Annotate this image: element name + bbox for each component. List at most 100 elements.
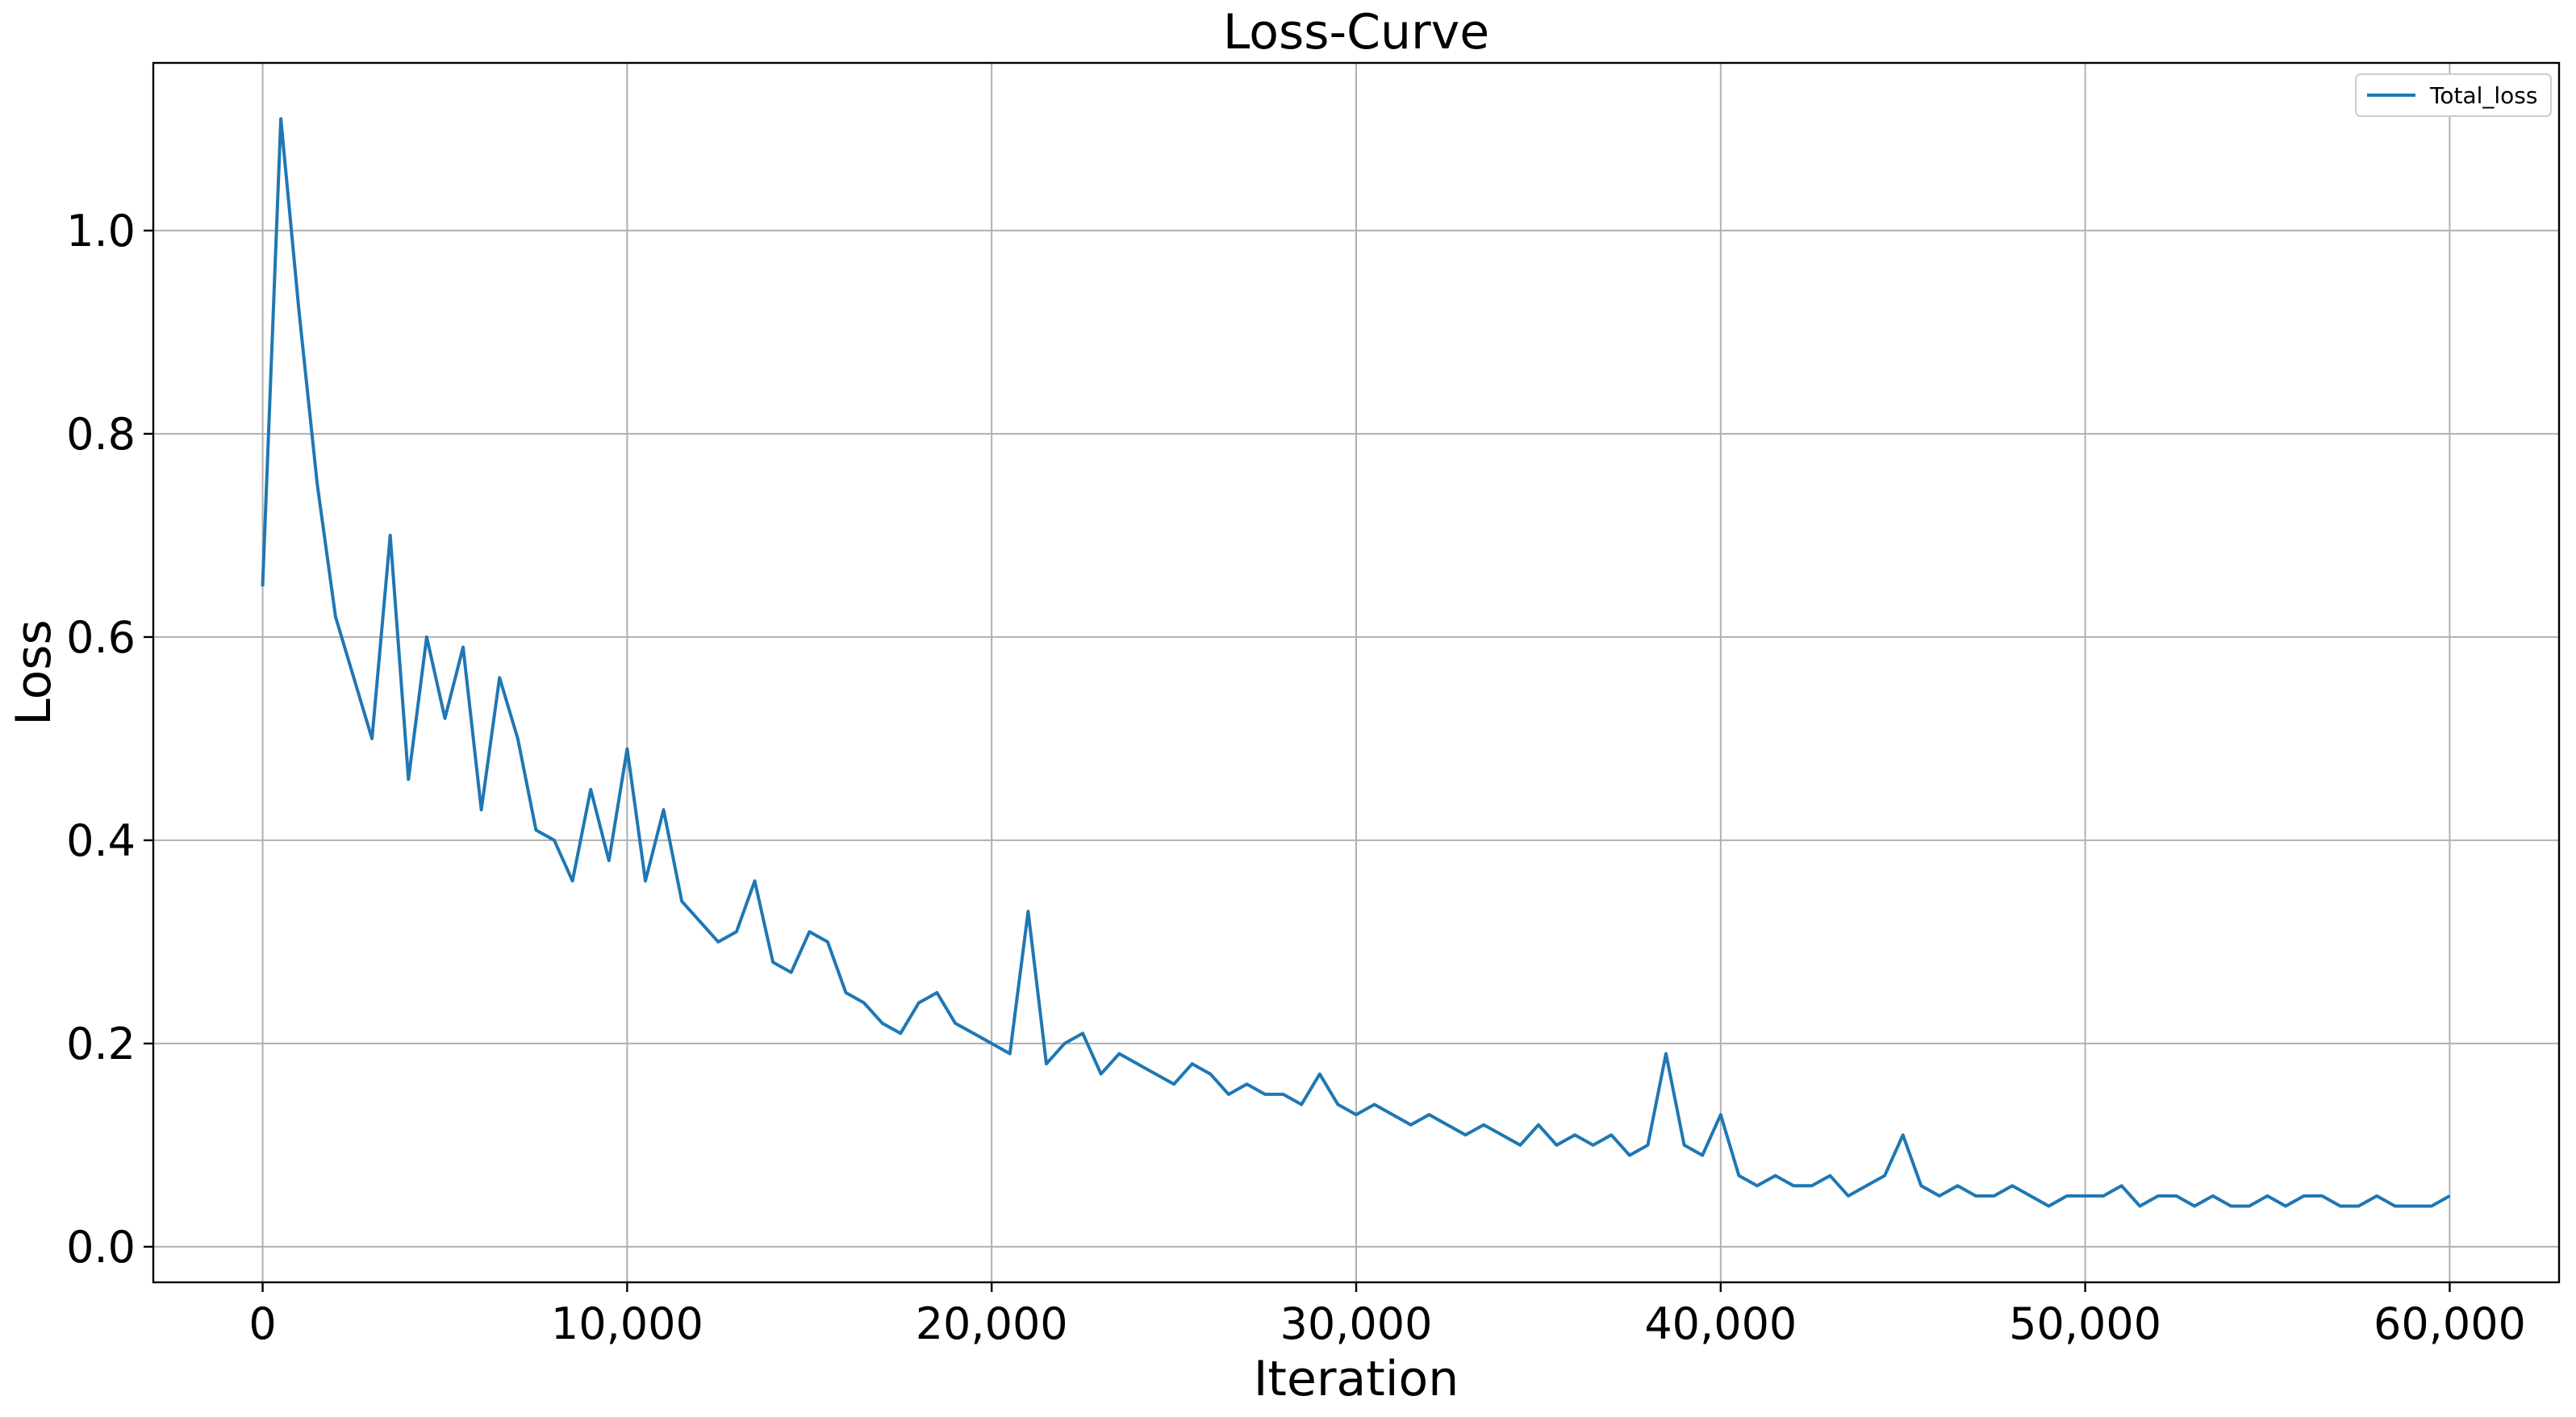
plot-frame [152, 61, 2561, 1284]
data-point [1301, 1103, 1302, 1106]
data-point [2248, 1205, 2250, 1207]
data-point [1975, 1195, 1977, 1197]
legend: Total_loss [2355, 73, 2552, 117]
data-point [517, 738, 519, 740]
legend-label: Total_loss [2429, 82, 2537, 109]
data-point [335, 616, 336, 618]
data-point [1629, 1154, 1630, 1157]
data-point [845, 992, 847, 994]
data-point [371, 738, 373, 740]
data-point [2048, 1205, 2050, 1207]
y-tick-label: 0.4 [66, 815, 136, 866]
data-point [699, 921, 701, 923]
legend-box [2355, 73, 2552, 117]
data-point [681, 900, 683, 902]
data-point [1009, 1052, 1011, 1055]
series-layer [261, 117, 2451, 1208]
data-point [1829, 1175, 1831, 1177]
data-point [1319, 1073, 1321, 1075]
data-point [2175, 1195, 2177, 1197]
x-tick-label: 40,000 [1644, 1298, 1797, 1349]
data-point [1464, 1134, 1467, 1136]
data-point [736, 931, 737, 932]
data-point [2030, 1195, 2031, 1197]
data-point [2303, 1195, 2305, 1197]
y-axis-label: Loss [6, 619, 62, 726]
data-point [2102, 1195, 2104, 1197]
x-tick-label: 50,000 [2009, 1298, 2161, 1349]
data-point [2431, 1205, 2432, 1207]
data-point [772, 961, 774, 963]
data-point [1519, 1144, 1521, 1146]
data-point [1137, 1063, 1138, 1065]
data-point [462, 646, 464, 648]
data-point [1027, 911, 1029, 912]
data-point [1610, 1134, 1612, 1136]
y-tick-label: 0.0 [66, 1222, 136, 1273]
x-tick-label: 60,000 [2374, 1298, 2526, 1349]
x-tick-label: 10,000 [551, 1298, 703, 1349]
data-point [1555, 1144, 1558, 1146]
data-point [1209, 1073, 1211, 1075]
x-axis-label: Iteration [1254, 1351, 1459, 1407]
data-point [1701, 1154, 1703, 1157]
data-point [426, 636, 428, 638]
data-point [481, 809, 482, 811]
data-point [1173, 1083, 1175, 1085]
data-point [2230, 1205, 2232, 1207]
data-point [499, 677, 500, 678]
data-point [316, 484, 318, 486]
data-point [2449, 1195, 2451, 1197]
data-point [2157, 1195, 2159, 1197]
data-point [2194, 1205, 2195, 1207]
axis-ticks: 0 10,000 20,000 30,000 40,000 50,000 60,000 0.0… [66, 206, 2526, 1349]
data-point [2321, 1195, 2323, 1197]
data-point [1501, 1134, 1503, 1136]
y-tick-label: 0.2 [66, 1019, 136, 1069]
grid-lines [153, 63, 2559, 1282]
data-point [2066, 1195, 2068, 1197]
data-point [1118, 1052, 1120, 1055]
data-point [1100, 1073, 1102, 1075]
data-point [407, 778, 409, 780]
data-point [717, 941, 719, 943]
data-point [808, 931, 810, 932]
y-tick-label: 0.8 [66, 409, 136, 460]
data-point [1410, 1124, 1412, 1126]
data-point [2357, 1205, 2360, 1207]
x-tick-label: 20,000 [916, 1298, 1068, 1349]
data-point [2266, 1195, 2269, 1197]
data-point [2394, 1205, 2396, 1207]
data-point [972, 1032, 975, 1034]
data-point [1246, 1083, 1248, 1085]
data-point [900, 1032, 901, 1034]
data-point [2412, 1205, 2414, 1207]
data-point [863, 1002, 865, 1004]
data-point [1684, 1144, 1685, 1146]
data-point [918, 1002, 920, 1004]
data-point [1538, 1124, 1539, 1126]
chart-title: Loss-Curve [1223, 4, 1489, 60]
data-point [827, 941, 829, 943]
data-point [662, 809, 665, 811]
y-tick-label: 1.0 [66, 206, 136, 256]
data-point [2376, 1195, 2378, 1197]
data-point [2212, 1195, 2214, 1197]
data-point [1665, 1052, 1667, 1055]
data-point [1902, 1134, 1904, 1136]
data-point [1154, 1073, 1157, 1075]
x-tick-label: 30,000 [1280, 1298, 1433, 1349]
data-point [1063, 1043, 1066, 1044]
data-point [353, 677, 355, 678]
data-point [1774, 1175, 1776, 1177]
data-point [626, 748, 628, 750]
data-point [1647, 1144, 1649, 1146]
x-tick-label: 0 [248, 1298, 276, 1349]
y-tick-label: 0.6 [66, 612, 136, 663]
data-point [1373, 1103, 1376, 1106]
data-point [1574, 1134, 1576, 1136]
data-point [1847, 1195, 1849, 1197]
